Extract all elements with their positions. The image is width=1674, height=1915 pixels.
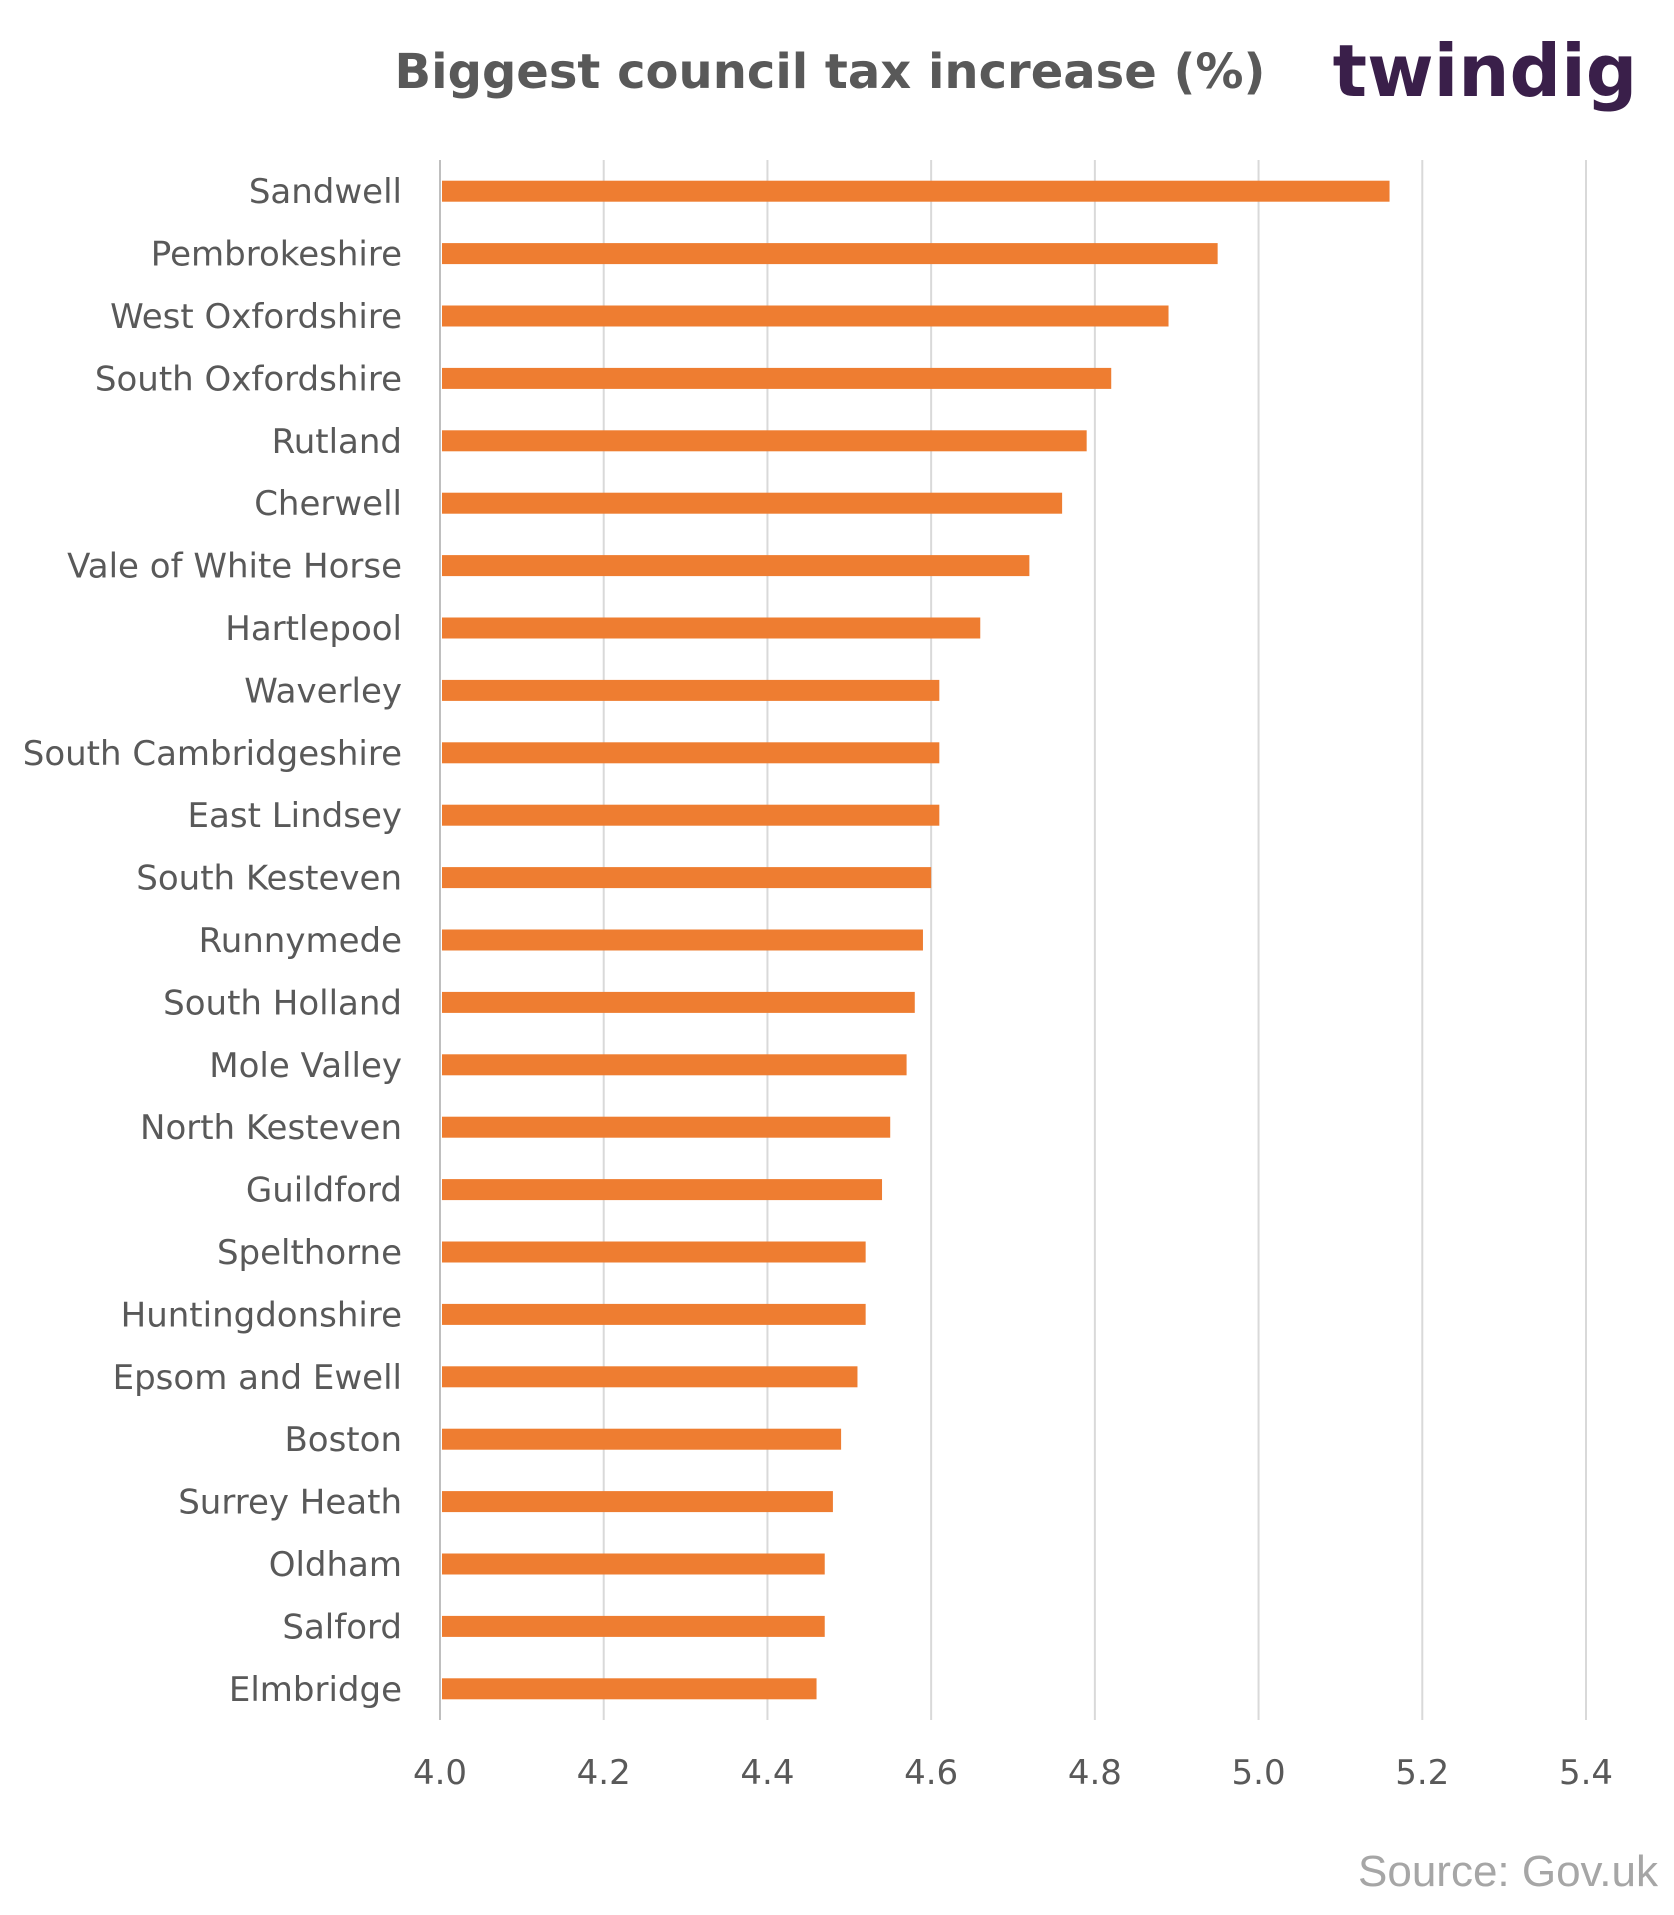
x-tick-labels: 4.0 4.2 4.4 4.6 4.8 5.0 5.2 5.4 — [413, 1753, 1613, 1793]
category-labels: Sandwell Pembrokeshire West Oxfordshire Sou… — [23, 172, 402, 1710]
x-tick-label: 4.4 — [740, 1753, 794, 1793]
bar — [442, 1428, 842, 1450]
bar — [442, 804, 940, 826]
category-label: Hartlepool — [225, 609, 402, 649]
category-label: East Lindsey — [188, 796, 402, 836]
bar — [442, 742, 940, 764]
bar — [442, 1179, 883, 1201]
category-label: Salford — [282, 1607, 402, 1647]
bar — [442, 180, 1390, 202]
source-note: Source: Gov.uk — [1358, 1847, 1659, 1896]
x-tick-label: 5.4 — [1559, 1753, 1613, 1793]
category-label: South Holland — [163, 983, 402, 1023]
x-tick-label: 5.0 — [1232, 1753, 1286, 1793]
bar — [442, 1366, 858, 1388]
bar — [442, 1678, 817, 1700]
bar — [442, 492, 1063, 514]
category-label: North Kesteven — [140, 1108, 402, 1148]
x-tick-label: 4.2 — [577, 1753, 631, 1793]
category-label: South Cambridgeshire — [23, 734, 402, 774]
bar — [442, 991, 915, 1013]
category-label: West Oxfordshire — [110, 297, 402, 337]
category-label: Cherwell — [254, 484, 402, 524]
bar — [442, 1553, 825, 1575]
bar — [442, 1491, 833, 1513]
category-label: Oldham — [269, 1545, 402, 1585]
bars — [442, 180, 1390, 1700]
category-label: Mole Valley — [209, 1046, 402, 1086]
category-label: Vale of White Horse — [67, 547, 402, 587]
x-tick-label: 4.6 — [904, 1753, 958, 1793]
category-label: Boston — [284, 1420, 402, 1460]
bar — [442, 430, 1087, 452]
category-label: Waverley — [244, 671, 402, 711]
bar — [442, 1241, 866, 1263]
bar — [442, 1054, 907, 1076]
category-label: Epsom and Ewell — [113, 1358, 402, 1398]
bar — [442, 679, 940, 701]
bar — [442, 617, 981, 639]
category-label: Sandwell — [249, 172, 402, 212]
category-label: Guildford — [246, 1171, 402, 1211]
chart-title: Biggest council tax increase (%) — [395, 44, 1266, 100]
bar — [442, 243, 1218, 265]
brand-name: twindig — [1333, 29, 1638, 113]
bar — [442, 367, 1112, 389]
category-label: Spelthorne — [217, 1233, 402, 1273]
category-label: Elmbridge — [229, 1670, 402, 1710]
x-tick-label: 4.8 — [1068, 1753, 1122, 1793]
bar — [442, 1303, 866, 1325]
bar — [442, 929, 923, 951]
brand-logo: twindig — [1333, 29, 1638, 113]
category-label: Surrey Heath — [178, 1483, 402, 1523]
bar — [442, 867, 932, 889]
x-tick-label: 5.2 — [1395, 1753, 1449, 1793]
category-label: Huntingdonshire — [121, 1295, 402, 1335]
category-label: Rutland — [272, 422, 402, 462]
category-label: South Kesteven — [136, 859, 402, 899]
category-label: Pembrokeshire — [151, 235, 402, 275]
bar — [442, 1116, 891, 1138]
bar — [442, 555, 1030, 577]
bar — [442, 1615, 825, 1637]
bar — [442, 305, 1169, 327]
category-label: South Oxfordshire — [95, 359, 402, 399]
x-tick-label: 4.0 — [413, 1753, 467, 1793]
category-label: Runnymede — [199, 921, 402, 961]
